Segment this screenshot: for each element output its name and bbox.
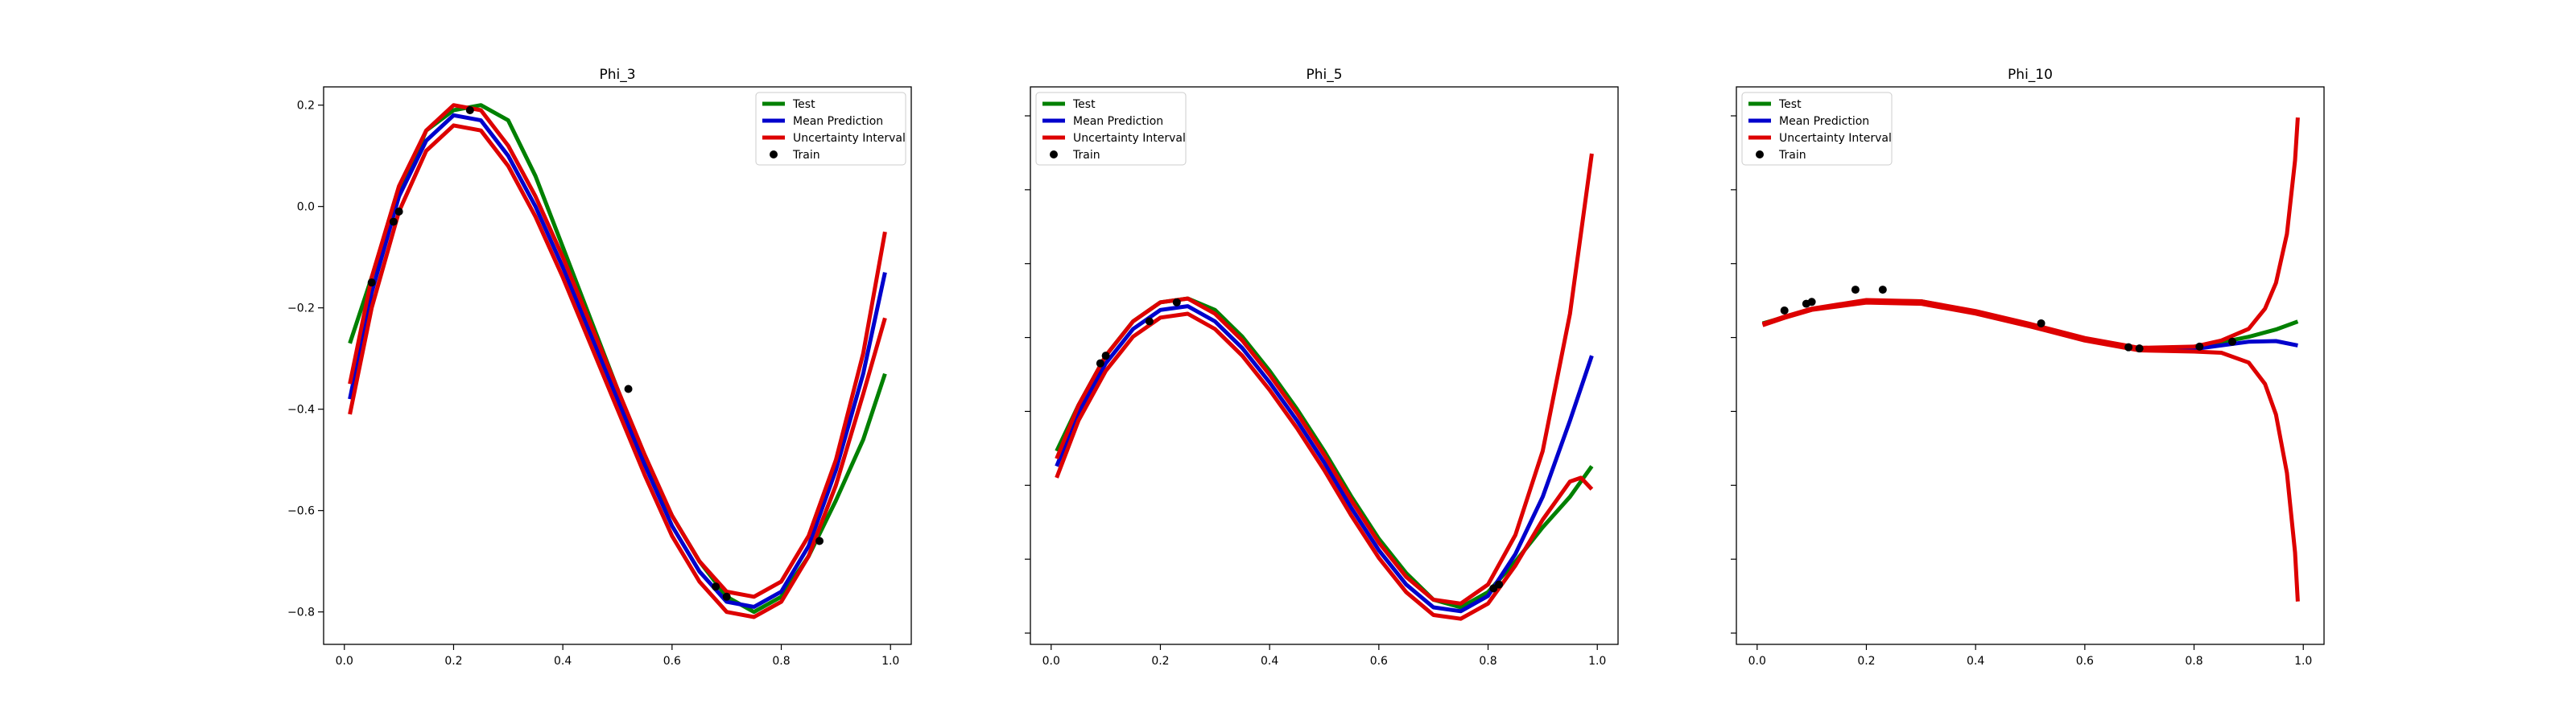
- legend: Test Mean Prediction Uncertainty Interval T…: [1035, 92, 1187, 166]
- legend-label: Mean Prediction: [1073, 115, 1163, 128]
- x-tick-label: 0.6: [2076, 655, 2094, 668]
- uncertainty-interval-line: [348, 123, 887, 619]
- train-point: [2195, 342, 2204, 351]
- train-point: [1780, 306, 1789, 315]
- x-tick-label: 0.4: [554, 655, 572, 668]
- subplot-title: Phi_5: [1306, 67, 1342, 83]
- x-tick-label: 0.0: [1748, 655, 1766, 668]
- legend-label: Mean Prediction: [1779, 115, 1869, 128]
- y-tick-label: −0.2: [287, 302, 315, 315]
- legend-swatch: [770, 150, 778, 158]
- legend: Test Mean Prediction Uncertainty Interval T…: [755, 92, 906, 166]
- subplot-2: Phi_5 0.0 0.2 0.4 0.6 0.8 1.0 Test Mean Predicti…: [1025, 67, 1619, 668]
- train-point: [2037, 319, 2046, 327]
- legend-label: Test: [1072, 98, 1096, 111]
- legend-swatch: [1756, 150, 1764, 158]
- legend-label: Test: [1778, 98, 1802, 111]
- y-tick-label: 0.0: [297, 201, 315, 214]
- uncertainty-interval-line: [1055, 311, 1594, 621]
- legend-label: Train: [1072, 149, 1100, 162]
- x-tick-label: 1.0: [1588, 655, 1606, 668]
- legend-swatch: [1050, 150, 1058, 158]
- train-point: [367, 278, 376, 287]
- train-point: [1851, 286, 1860, 294]
- x-tick-label: 0.0: [1042, 655, 1060, 668]
- train-point: [1096, 359, 1104, 368]
- x-tick-label: 0.6: [663, 655, 681, 668]
- subplot-1: Phi_3 0.0 0.2 0.4 0.6 0.8 1.0 0.2 0.0 −0.2 −0.4 −0.…: [287, 67, 912, 668]
- x-tick-label: 0.2: [1857, 655, 1875, 668]
- uncertainty-interval-line: [1055, 153, 1594, 606]
- train-point: [394, 207, 403, 216]
- legend-label: Uncertainty Interval: [1779, 132, 1892, 145]
- x-tick-label: 1.0: [2294, 655, 2312, 668]
- x-tick-label: 0.4: [1967, 655, 1984, 668]
- x-tick-label: 0.4: [1261, 655, 1278, 668]
- x-tick-label: 0.8: [772, 655, 790, 668]
- train-point: [2228, 337, 2237, 346]
- legend-label: Uncertainty Interval: [1073, 132, 1186, 145]
- train-point: [2124, 343, 2133, 352]
- subplot-title: Phi_10: [2008, 67, 2053, 83]
- train-point: [624, 385, 633, 393]
- train-point: [1101, 352, 1110, 360]
- y-tick-label: −0.4: [287, 404, 315, 417]
- mean-prediction-line: [348, 113, 887, 609]
- axes-frame: [323, 86, 912, 645]
- y-tick-label: 0.2: [297, 100, 315, 113]
- legend-label: Train: [1778, 149, 1806, 162]
- series-group: [348, 103, 887, 619]
- x-tick-label: 1.0: [881, 655, 899, 668]
- legend-box: [755, 92, 906, 166]
- x-tick-label: 0.0: [336, 655, 353, 668]
- x-tick-label: 0.2: [1151, 655, 1169, 668]
- series-group: [1055, 153, 1594, 621]
- x-tick-label: 0.6: [1370, 655, 1388, 668]
- train-point: [389, 217, 398, 226]
- x-tick-label: 0.2: [444, 655, 462, 668]
- x-tick-label: 0.8: [2185, 655, 2202, 668]
- mean-prediction-line: [1055, 304, 1594, 614]
- test-line: [348, 103, 887, 615]
- legend-label: Train: [792, 149, 820, 162]
- legend: Test Mean Prediction Uncertainty Interval T…: [1741, 92, 1893, 166]
- train-point: [815, 537, 824, 545]
- axes-frame: [1030, 86, 1619, 645]
- train-point: [1878, 286, 1887, 294]
- train-point: [1495, 580, 1504, 589]
- legend-label: Mean Prediction: [793, 115, 883, 128]
- uncertainty-interval-line: [348, 103, 887, 599]
- legend-box: [1741, 92, 1893, 166]
- legend-label: Test: [792, 98, 815, 111]
- train-point: [712, 582, 720, 591]
- series-group: [1761, 117, 2300, 602]
- subplot-3: Phi_10 0.0 0.2 0.4 0.6 0.8 1.0 Test Mean Predict…: [1731, 67, 2325, 668]
- y-tick-label: −0.6: [287, 505, 315, 518]
- train-point: [1172, 298, 1181, 306]
- legend-label: Uncertainty Interval: [793, 132, 906, 145]
- train-point: [1807, 298, 1816, 306]
- train-point: [465, 105, 474, 114]
- train-point: [722, 592, 731, 601]
- train-point: [1145, 317, 1154, 326]
- axes-frame: [1736, 86, 2325, 645]
- subplot-title: Phi_3: [599, 67, 635, 83]
- y-tick-label: −0.8: [287, 607, 315, 619]
- train-point: [2135, 344, 2144, 353]
- x-tick-label: 0.8: [1479, 655, 1496, 668]
- legend-box: [1035, 92, 1187, 166]
